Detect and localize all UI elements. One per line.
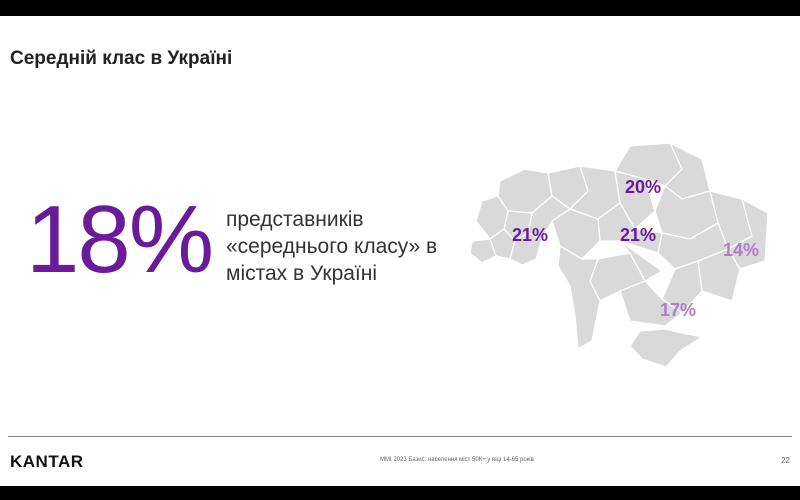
ukraine-map: 20% 21% 21% 14% 17% [470,142,769,368]
headline-percentage: 18% [26,186,214,293]
region-dnipro [657,222,729,270]
map-labels: 20% 21% 21% 14% 17% [512,177,759,320]
source-footnote: MMI 2023 Базис: населення міст 50К+ у ві… [380,457,534,463]
kantar-logo: KANTAR [10,452,84,471]
region-label-north: 20% [625,177,661,197]
region-label-east: 14% [723,240,759,260]
region-zakarpattia [470,238,497,264]
region-zaporizhzhia [661,260,703,314]
page-number: 22 [781,456,790,465]
region-chernivtsi [509,232,543,266]
region-label-west: 21% [512,225,548,245]
slide: Середній клас в Україні 18% представникі… [0,16,800,486]
description-line: містах в Україні [226,262,378,285]
description-line: представників [226,208,364,231]
footer-divider [8,436,792,437]
slide-title: Середній клас в Україні [10,48,233,69]
headline-description: представників «середнього класу» в міста… [226,206,437,287]
region-label-center: 21% [620,225,656,245]
description-line: «середнього класу» в [226,235,438,258]
map-regions [470,142,769,368]
region-crimea [629,328,703,368]
region-odesa [557,245,601,350]
region-label-south: 17% [660,300,696,320]
